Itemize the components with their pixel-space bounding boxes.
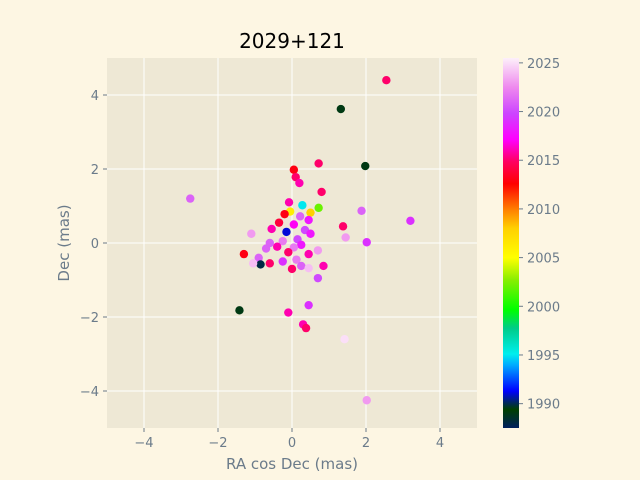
scatter-point [267, 224, 276, 234]
scatter-point [254, 253, 263, 262]
scatter-point [282, 227, 291, 237]
scatter-point [278, 257, 287, 266]
scatter-point [284, 308, 293, 317]
scatter-point [289, 220, 299, 229]
y-tick-label: 0 [91, 237, 99, 252]
scatter-point [256, 260, 265, 269]
scatter-point [186, 194, 195, 203]
scatter-point [297, 261, 306, 271]
colorbar-tick-label: 2000 [527, 300, 560, 315]
scatter-point [362, 238, 371, 247]
scatter-point [336, 104, 346, 114]
y-axis-label: Dec (mas) [55, 204, 73, 281]
data-points [186, 76, 415, 405]
scatter-point [284, 198, 294, 207]
y-axis-ticks: −4 −2 0 2 4 [80, 89, 107, 400]
scatter-point [313, 273, 323, 283]
x-tick-label: 0 [288, 436, 296, 451]
scatter-point [235, 306, 244, 315]
scatter-point [287, 264, 297, 274]
x-tick-label: 2 [362, 436, 370, 451]
colorbar-tick-label: 2015 [527, 154, 560, 169]
x-axis-ticks: −4 −2 0 2 4 [134, 428, 444, 451]
scatter-point [340, 335, 349, 344]
scatter-point [304, 215, 313, 225]
scatter-point [314, 159, 323, 168]
colorbar [503, 58, 519, 428]
scatter-point [289, 243, 299, 252]
scatter-point [338, 222, 348, 231]
colorbar-tick-label: 2010 [527, 203, 560, 218]
x-tick-label: −2 [208, 436, 227, 451]
scatter-point [314, 203, 323, 213]
y-tick-label: −2 [80, 311, 99, 326]
scatter-point [341, 233, 350, 242]
scatter-point [278, 236, 287, 246]
scatter-point [239, 249, 249, 259]
scatter-point [317, 187, 326, 197]
scatter-point [273, 242, 282, 251]
scatter-point [248, 259, 258, 268]
colorbar-ticks: 1990 1995 2000 2005 2010 2015 2020 2025 [519, 57, 560, 413]
chart-title: 2029+121 [239, 29, 345, 53]
scatter-point [261, 244, 271, 253]
colorbar-tick-label: 1990 [527, 398, 560, 413]
scatter-point [382, 76, 391, 85]
scatter-point [357, 206, 366, 216]
scatter-point [362, 396, 371, 405]
scatter-point [274, 218, 284, 227]
scatter-point [297, 240, 306, 250]
scatter-point [306, 229, 315, 238]
scatter-point [406, 216, 415, 225]
scatter-point [265, 259, 274, 268]
scatter-point [289, 165, 299, 174]
scatter-point [319, 261, 328, 271]
colorbar-tick-label: 2020 [527, 106, 560, 121]
x-tick-label: 4 [436, 436, 444, 451]
scatter-point [280, 209, 289, 219]
colorbar-tick-label: 2005 [527, 252, 560, 267]
scatter-point [304, 263, 313, 273]
scatter-point [247, 229, 256, 238]
scatter-point [304, 249, 313, 259]
x-tick-label: −4 [134, 436, 153, 451]
scatter-point [306, 208, 315, 217]
y-tick-label: −4 [80, 385, 99, 400]
y-tick-label: 2 [91, 163, 99, 178]
scatter-point [284, 248, 293, 257]
scatter-point [298, 201, 307, 210]
grid [107, 58, 477, 428]
x-axis-label: RA cos Dec (mas) [226, 455, 358, 473]
scatter-point [295, 212, 305, 221]
scatter-point [295, 178, 304, 188]
y-tick-label: 4 [91, 89, 99, 104]
colorbar-tick-label: 2025 [527, 57, 560, 72]
scatter-point [313, 246, 323, 255]
scatter-point [301, 323, 311, 333]
scatter-point [304, 300, 313, 310]
scatter-point [361, 161, 370, 171]
scatter-point [292, 255, 301, 264]
colorbar-tick-label: 1995 [527, 349, 560, 364]
